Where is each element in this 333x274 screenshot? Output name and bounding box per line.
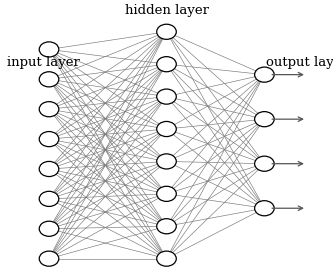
Circle shape [255, 156, 274, 171]
Text: output layer: output layer [266, 56, 333, 68]
Text: input layer: input layer [7, 56, 80, 68]
Circle shape [157, 24, 176, 39]
Circle shape [39, 72, 59, 87]
Circle shape [39, 191, 59, 206]
Circle shape [157, 219, 176, 234]
Circle shape [39, 102, 59, 117]
Circle shape [157, 186, 176, 201]
Circle shape [39, 132, 59, 147]
Circle shape [255, 201, 274, 216]
Circle shape [255, 67, 274, 82]
Circle shape [157, 251, 176, 266]
Circle shape [157, 89, 176, 104]
Text: hidden layer: hidden layer [125, 4, 208, 17]
Circle shape [39, 161, 59, 176]
Circle shape [157, 121, 176, 136]
Circle shape [39, 42, 59, 57]
Circle shape [157, 154, 176, 169]
Circle shape [39, 221, 59, 236]
Circle shape [157, 57, 176, 72]
Circle shape [255, 112, 274, 127]
Circle shape [39, 251, 59, 266]
